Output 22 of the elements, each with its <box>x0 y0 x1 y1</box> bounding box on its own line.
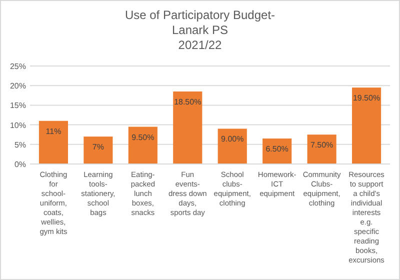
data-label: 9.00% <box>221 134 244 144</box>
data-label: 11% <box>46 126 62 136</box>
y-tick-label: 5% <box>14 140 26 150</box>
data-label: 7% <box>92 142 104 152</box>
y-tick-label: 10% <box>10 120 26 130</box>
bar <box>84 136 113 164</box>
bar <box>128 126 158 164</box>
y-tick-label: 15% <box>10 101 26 110</box>
bar <box>173 91 202 164</box>
y-tick-label: 0% <box>14 160 26 169</box>
bar <box>218 128 247 164</box>
data-label: 18.50% <box>174 97 202 106</box>
bar <box>307 134 336 164</box>
bar <box>352 88 382 164</box>
data-label: 6.50% <box>266 144 288 154</box>
data-label: 9.50% <box>132 132 154 142</box>
data-label: 19.50% <box>352 94 380 103</box>
bar <box>38 120 68 164</box>
y-tick-label: 25% <box>10 62 26 71</box>
y-tick-label: 20% <box>10 82 26 91</box>
data-label: 7.50% <box>310 140 334 150</box>
chart-title: Use of Participatory Budget- Lanark PS 2021/22 <box>124 8 276 52</box>
